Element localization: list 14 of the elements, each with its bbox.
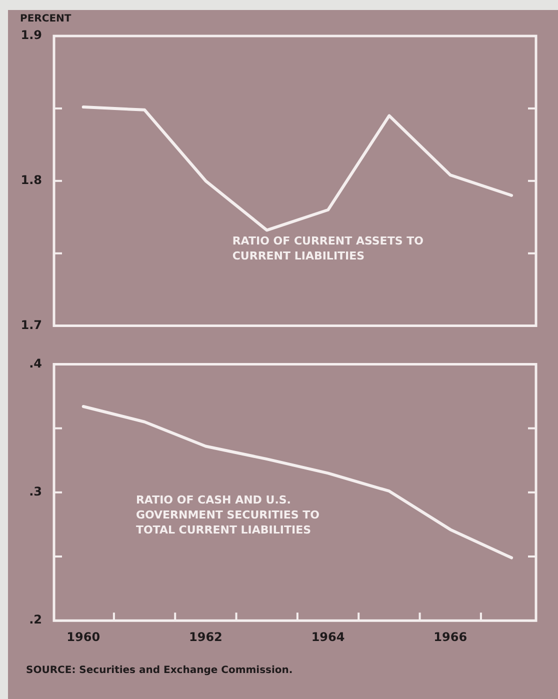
y-tick-label: 1.9: [20, 28, 42, 42]
source-note: SOURCE: Securities and Exchange Commission.: [26, 665, 293, 676]
x-tick-label: 1966: [434, 630, 468, 644]
y-tick-label: .4: [29, 356, 42, 370]
series-label: RATIO OF CASH AND U.S. GOVERNMENT SECURITIES TO TOTAL CURRENT LIABILITIES: [136, 493, 320, 536]
x-tick-label: 1962: [188, 630, 222, 644]
x-tick-label: 1960: [66, 630, 100, 644]
y-tick-label: .2: [29, 612, 42, 627]
y-axis-title: PERCENT: [20, 14, 72, 25]
text: RATIO OF CURRENT ASSETS TO CURRENT LIABILITIES: [232, 234, 424, 262]
y-tick-label: 1.7: [20, 318, 42, 332]
y-tick-label: .3: [29, 484, 42, 499]
y-tick-label: 1.8: [20, 173, 42, 188]
x-tick-label: 1964: [311, 630, 345, 644]
